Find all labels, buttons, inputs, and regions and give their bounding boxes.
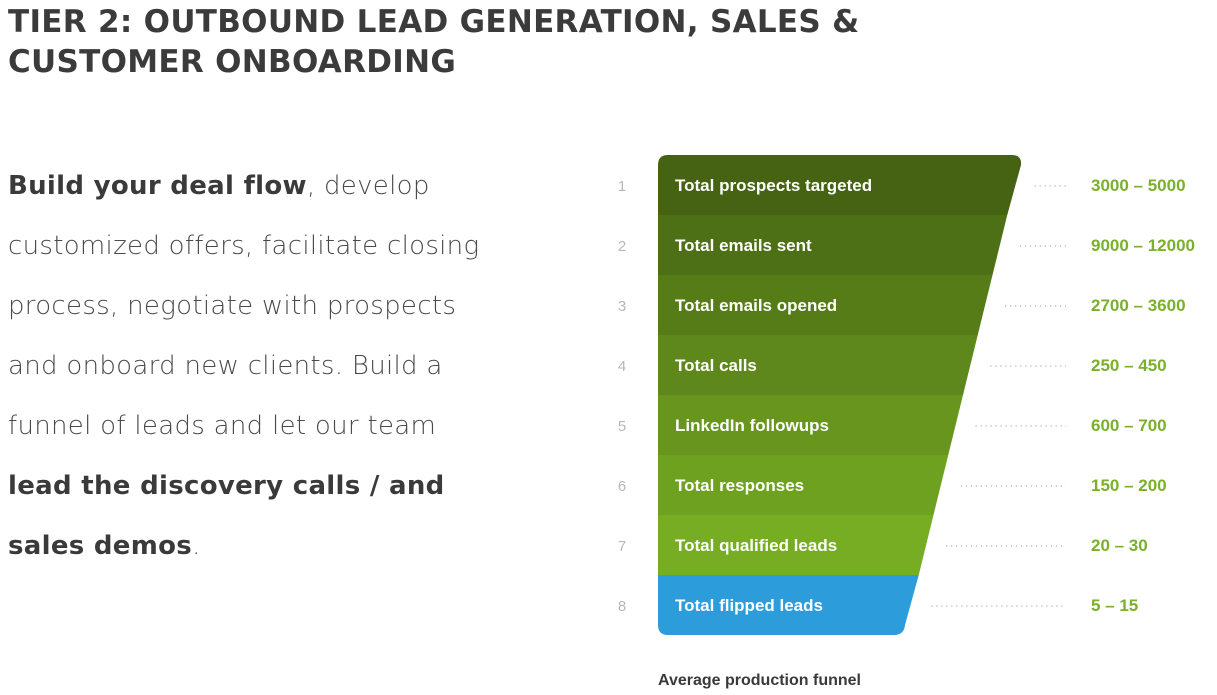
stage-number: 1 bbox=[618, 178, 626, 195]
funnel-stage-3 bbox=[658, 275, 993, 335]
intro-bold-lead: Build your deal flow bbox=[8, 171, 307, 201]
stage-label: Total flipped leads bbox=[675, 596, 823, 615]
intro-text: , develop customized offers, facilitate … bbox=[8, 171, 480, 441]
stage-number: 6 bbox=[618, 478, 626, 495]
stage-label: Total calls bbox=[675, 356, 757, 375]
stage-number: 5 bbox=[618, 418, 626, 435]
intro-paragraph: Build your deal flow, develop customized… bbox=[8, 156, 488, 576]
stage-number: 8 bbox=[618, 598, 626, 615]
stage-label: LinkedIn followups bbox=[675, 416, 829, 435]
funnel-caption: Average production funnel bbox=[658, 672, 861, 689]
intro-period: . bbox=[192, 531, 201, 561]
stage-number: 4 bbox=[618, 358, 626, 375]
stage-number: 3 bbox=[618, 298, 626, 315]
stage-label: Total responses bbox=[675, 476, 804, 495]
stage-value: 2700 – 3600 bbox=[1091, 296, 1186, 315]
stage-label: Total qualified leads bbox=[675, 536, 837, 555]
stage-label: Total prospects targeted bbox=[675, 176, 872, 195]
stage-label: Total emails sent bbox=[675, 236, 812, 255]
stage-number: 7 bbox=[618, 538, 626, 555]
funnel-stage-6 bbox=[658, 455, 949, 515]
intro-bold-calls: lead the discovery calls / and sales dem… bbox=[8, 471, 445, 561]
stage-value: 250 – 450 bbox=[1091, 356, 1167, 375]
stage-value: 20 – 30 bbox=[1091, 536, 1148, 555]
stage-value: 5 – 15 bbox=[1091, 596, 1138, 615]
stage-value: 150 – 200 bbox=[1091, 476, 1167, 495]
funnel-chart: 1 Total prospects targeted 3000 – 5000 2 Tot… bbox=[618, 155, 1195, 635]
funnel-stage-1 bbox=[658, 155, 1022, 215]
stage-value: 600 – 700 bbox=[1091, 416, 1167, 435]
funnel-stage-4 bbox=[658, 335, 978, 395]
page-title: TIER 2: OUTBOUND LEAD GENERATION, SALES … bbox=[8, 4, 860, 80]
stage-value: 9000 – 12000 bbox=[1091, 236, 1195, 255]
stage-label: Total emails opened bbox=[675, 296, 837, 315]
funnel-stage-8 bbox=[658, 575, 919, 635]
production-funnel: 1 Total prospects targeted 3000 – 5000 2 Tot… bbox=[600, 150, 1217, 650]
stage-number: 2 bbox=[618, 238, 626, 255]
stage-value: 3000 – 5000 bbox=[1091, 176, 1186, 195]
funnel-stage-2 bbox=[658, 215, 1008, 275]
funnel-stage-5 bbox=[658, 395, 963, 455]
funnel-stage-7 bbox=[658, 515, 934, 575]
